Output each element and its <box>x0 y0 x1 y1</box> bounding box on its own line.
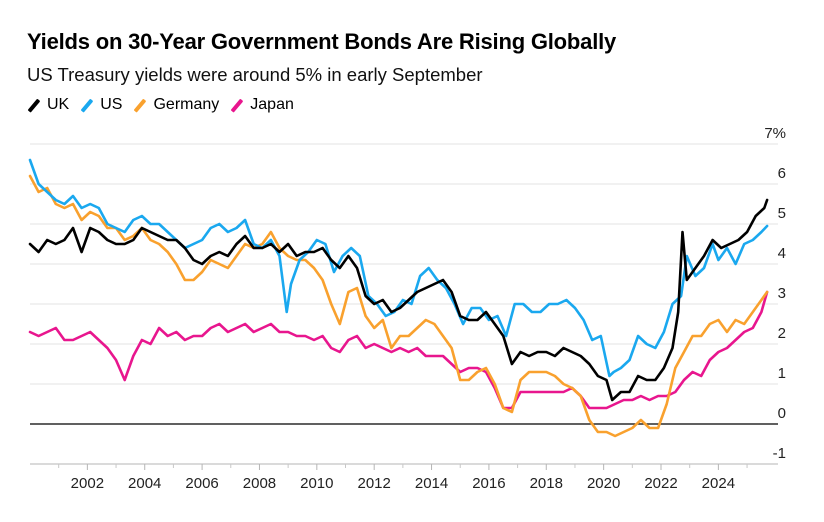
x-tick-label: 2024 <box>702 475 735 492</box>
x-tick-label: 2020 <box>587 475 620 492</box>
legend-item-germany: Germany <box>133 96 219 114</box>
x-tick-label: 2002 <box>71 475 104 492</box>
chart-title: Yields on 30-Year Government Bonds Are R… <box>27 29 617 54</box>
series-line-germany <box>28 174 769 438</box>
y-tick-label: 1 <box>778 365 786 382</box>
y-tick-label: 3 <box>778 285 786 302</box>
x-tick-label: 2016 <box>472 475 505 492</box>
y-tick-label: 0 <box>778 405 786 422</box>
legend-label-us: US <box>100 96 123 113</box>
legend-label-uk: UK <box>47 96 70 113</box>
chart-subtitle: US Treasury yields were around 5% in ear… <box>27 64 483 85</box>
x-tick-label: 2012 <box>357 475 390 492</box>
series-line-us <box>28 158 769 378</box>
x-tick-label: 2004 <box>128 475 161 492</box>
legend-label-germany: Germany <box>153 96 220 113</box>
x-tick-label: 2008 <box>243 475 276 492</box>
y-tick-label: 6 <box>778 165 786 182</box>
legend-label-japan: Japan <box>250 96 294 113</box>
legend-item-uk: UK <box>27 96 69 114</box>
x-tick-label: 2010 <box>300 475 333 492</box>
y-tick-label: -1 <box>773 445 786 462</box>
y-tick-label: 2 <box>778 325 786 342</box>
chart-legend: UK US Germany Japan <box>27 96 305 114</box>
x-tick-label: 2022 <box>644 475 677 492</box>
y-tick-label: 7% <box>764 125 786 142</box>
y-tick-label: 5 <box>778 205 786 222</box>
y-tick-label: 4 <box>778 245 786 262</box>
series-line-japan <box>28 290 769 410</box>
x-tick-label: 2018 <box>530 475 563 492</box>
x-tick-label: 2014 <box>415 475 448 492</box>
legend-item-japan: Japan <box>230 96 294 114</box>
x-tick-label: 2006 <box>185 475 218 492</box>
series-line-uk <box>28 198 769 402</box>
legend-item-us: US <box>80 96 122 114</box>
